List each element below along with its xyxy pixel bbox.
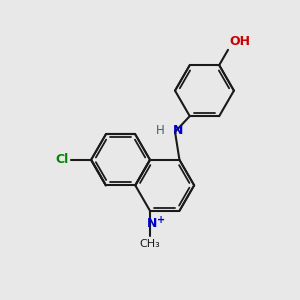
Text: H: H	[156, 124, 165, 137]
Text: N: N	[147, 217, 157, 230]
Text: Cl: Cl	[55, 153, 68, 166]
Text: N: N	[173, 124, 183, 137]
Text: CH₃: CH₃	[140, 239, 160, 249]
Text: +: +	[157, 215, 165, 225]
Text: OH: OH	[230, 35, 250, 48]
